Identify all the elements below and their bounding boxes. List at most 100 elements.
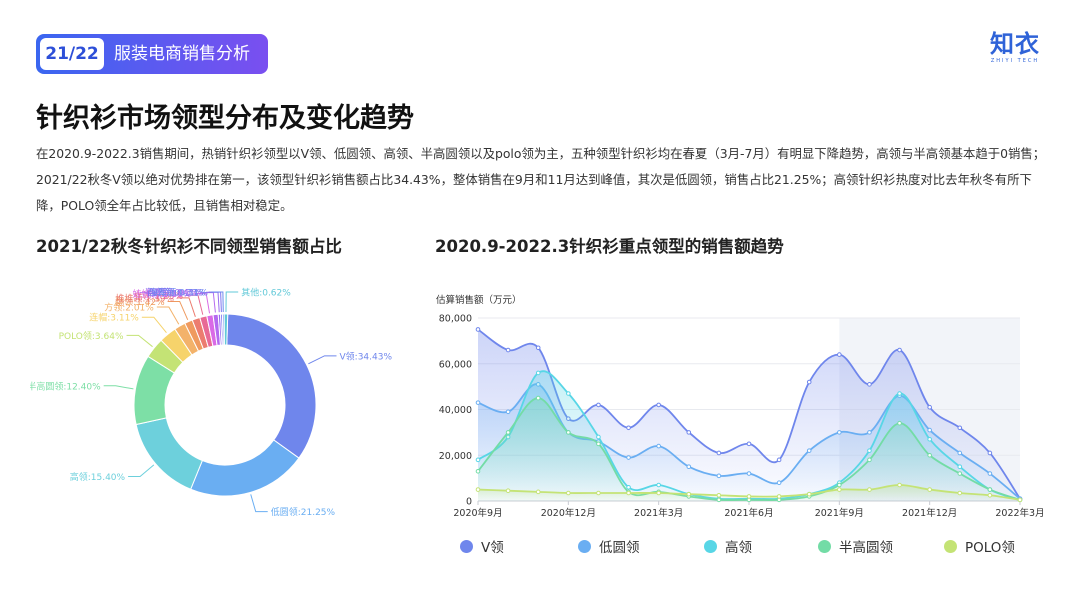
data-point [776,494,782,499]
data-point [505,347,511,353]
data-point [867,448,872,453]
data-point [716,492,722,498]
page-number: 21/22 [40,38,104,70]
data-point [867,430,872,435]
data-point [626,455,631,460]
pie-label-line [186,294,204,315]
data-point [686,491,692,497]
series-area [478,398,1020,501]
pie-slice [223,313,229,346]
data-point [475,457,481,463]
line-chart-legend: V领 低圆领 高领 半高圆领 POLO领 [460,534,1060,558]
legend-item[interactable]: 高领 [704,534,752,558]
pie-slice-label: 连帽:3.11% [89,312,139,324]
legend-item[interactable]: V领 [460,534,504,558]
pie-slice-label: 一字领:0.91% [140,287,199,299]
y-tick-label: 40,000 [439,405,472,416]
data-point [686,430,692,435]
pie-label-line [210,291,224,313]
pie-slice-label: POLO领:3.64% [59,330,124,342]
series-area [478,484,1020,501]
legend-item[interactable]: 半高圆领 [818,534,893,558]
pie-label-line [141,316,167,334]
pie-slice-label: 半高圆领:12.40% [30,380,101,392]
legend-label: 低圆领 [599,540,640,556]
data-point [1017,497,1023,503]
section-title: 服装电商销售分析 [114,44,250,64]
data-point [656,490,661,496]
data-point [566,490,571,496]
data-point [475,327,481,332]
pie-slice-label: V领:34.43% [340,350,393,362]
data-point [535,370,541,376]
pie-slice-label: 低圆领:21.25% [271,506,336,518]
data-point [957,464,963,469]
legend-item[interactable]: POLO领 [944,534,1015,558]
legend-label: 半高圆领 [839,540,893,556]
data-point [806,491,812,497]
pie-label-line [128,464,155,477]
data-point [626,484,631,490]
data-point [566,430,571,435]
data-point [837,482,842,488]
donut-chart-title: 2021/22秋冬针织衫不同领型销售额占比 [36,237,342,256]
data-point [867,382,872,387]
legend-item[interactable]: 低圆领 [578,534,640,558]
data-point [535,345,541,351]
data-point [837,430,842,435]
pie-label-line [225,291,239,313]
legend-marker [944,539,957,553]
data-point [987,471,993,476]
page-title: 针织衫市场领型分布及变化趋势 [36,103,414,134]
data-point [505,430,511,435]
data-point [897,482,902,488]
pie-label-line [103,385,134,390]
data-point [505,409,511,415]
data-point [716,450,722,456]
pie-slice [135,417,203,490]
logo-subtext: ZHIYI TECH [990,58,1040,64]
data-point [656,443,661,449]
y-tick-label: 80,000 [439,314,472,325]
x-tick-label: 2020年12月 [541,507,596,519]
data-point [927,452,932,458]
data-point [987,487,993,492]
page-badge: 21/22 服装电商销售分析 [36,34,268,74]
data-point [776,457,782,463]
pie-slice-label: 翻领:1.42% [115,296,165,308]
data-point [596,434,601,440]
data-point [656,482,661,488]
data-point [716,473,722,479]
data-point [927,404,932,410]
legend-label: V领 [481,540,504,556]
x-tick-label: 2022年3月 [995,507,1044,519]
pie-slice-label: 其他:0.62% [241,287,291,299]
legend-label: POLO领 [965,540,1015,556]
pie-label-line [194,293,211,314]
data-point [776,480,782,485]
data-point [746,471,752,476]
pie-slice-label: 堆堆领:1.39% [115,292,174,304]
data-point [596,441,601,447]
data-point [837,487,842,492]
x-tick-label: 2021年6月 [724,507,773,519]
data-point [686,464,692,469]
data-point [897,391,902,396]
pie-label-line [167,300,189,320]
data-point [806,379,812,385]
data-point [475,468,481,474]
pie-label-line [308,355,337,365]
description-text: 在2020.9-2022.3销售期间，热销针织衫领型以V领、低圆领、高领、半高圆… [36,146,1046,213]
y-tick-label: 0 [466,497,472,508]
data-point [957,471,963,476]
data-point [475,400,481,405]
data-point [746,494,752,499]
logo-text: 知衣 [990,30,1040,58]
data-point [535,395,541,401]
data-point [596,490,601,496]
data-point [806,448,812,453]
data-point [897,420,902,426]
y-tick-label: 20,000 [439,451,472,462]
data-point [475,487,481,492]
data-point [927,487,932,492]
